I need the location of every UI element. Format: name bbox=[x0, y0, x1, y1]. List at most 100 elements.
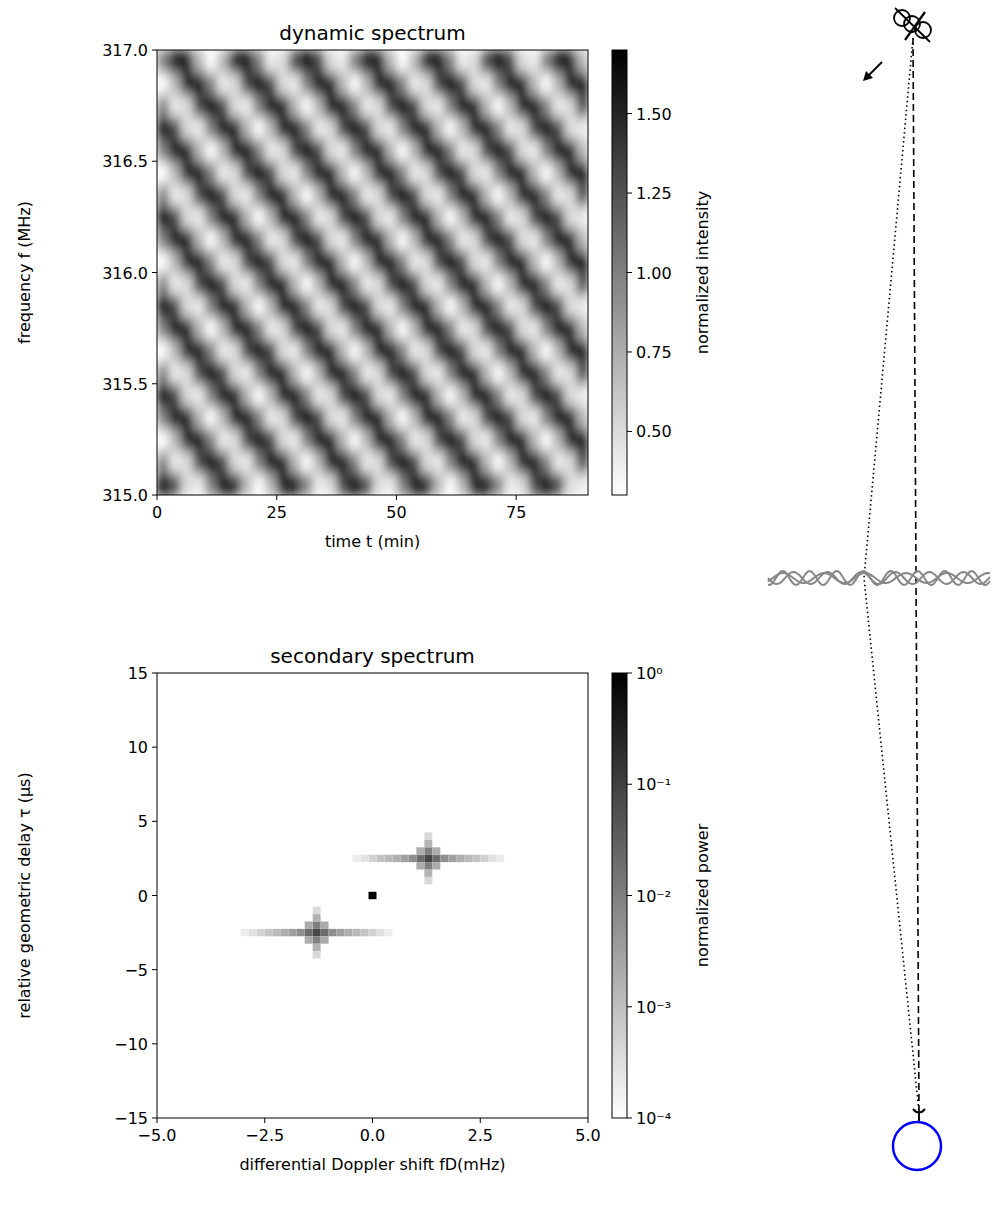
cell bbox=[205, 50, 218, 73]
cell bbox=[528, 228, 541, 251]
cell bbox=[408, 206, 421, 229]
cell bbox=[373, 339, 386, 362]
cell bbox=[337, 929, 345, 936]
cell bbox=[576, 95, 588, 118]
cell bbox=[432, 295, 445, 318]
cell bbox=[552, 473, 565, 495]
cell bbox=[277, 273, 290, 296]
cell bbox=[229, 451, 242, 474]
cell bbox=[321, 936, 329, 943]
cell bbox=[408, 250, 421, 273]
cell bbox=[480, 273, 493, 296]
plot-area bbox=[241, 832, 504, 958]
cell bbox=[241, 362, 254, 385]
cell bbox=[169, 184, 182, 207]
screen bbox=[768, 571, 990, 585]
cell bbox=[313, 250, 326, 273]
cell bbox=[193, 50, 206, 73]
cell bbox=[480, 855, 488, 862]
cell bbox=[169, 406, 182, 429]
cell bbox=[468, 139, 481, 162]
cell bbox=[265, 72, 278, 95]
cell bbox=[361, 250, 374, 273]
cell bbox=[217, 72, 230, 95]
cell bbox=[373, 139, 386, 162]
cell bbox=[516, 406, 529, 429]
cell bbox=[289, 273, 302, 296]
cell bbox=[297, 929, 305, 936]
cell bbox=[480, 50, 493, 73]
cell bbox=[193, 95, 206, 118]
cell bbox=[361, 406, 374, 429]
cell bbox=[456, 184, 469, 207]
cell bbox=[169, 317, 182, 340]
cell bbox=[325, 72, 338, 95]
cell bbox=[277, 428, 290, 451]
cell bbox=[432, 339, 445, 362]
cell bbox=[384, 295, 397, 318]
cell bbox=[564, 406, 577, 429]
cell bbox=[576, 206, 588, 229]
cell bbox=[205, 250, 218, 273]
cell bbox=[516, 117, 529, 140]
cell bbox=[384, 206, 397, 229]
cell bbox=[253, 95, 266, 118]
cell bbox=[552, 228, 565, 251]
cell bbox=[181, 273, 194, 296]
cell bbox=[408, 228, 421, 251]
cell bbox=[181, 362, 194, 385]
cell bbox=[205, 406, 218, 429]
cell bbox=[313, 228, 326, 251]
cell bbox=[552, 184, 565, 207]
cell bbox=[384, 117, 397, 140]
cell bbox=[492, 228, 505, 251]
cell bbox=[540, 339, 553, 362]
cell bbox=[456, 95, 469, 118]
cell bbox=[456, 50, 469, 73]
cell bbox=[552, 384, 565, 407]
cell bbox=[301, 184, 314, 207]
frame bbox=[157, 673, 588, 1118]
cell bbox=[169, 362, 182, 385]
cell bbox=[552, 273, 565, 296]
cell bbox=[528, 184, 541, 207]
colorbar-tick-label: 1.25 bbox=[636, 184, 672, 203]
cell bbox=[289, 317, 302, 340]
cell bbox=[552, 206, 565, 229]
cell bbox=[193, 406, 206, 429]
cell bbox=[169, 206, 182, 229]
cell bbox=[432, 50, 445, 73]
antenna-dish bbox=[913, 1109, 925, 1113]
cell bbox=[277, 117, 290, 140]
cell bbox=[400, 855, 408, 862]
cell bbox=[504, 317, 517, 340]
y-tick-label: 15 bbox=[128, 664, 148, 683]
cell bbox=[193, 428, 206, 451]
cell bbox=[169, 473, 182, 495]
cell bbox=[444, 317, 457, 340]
cell bbox=[241, 317, 254, 340]
cell bbox=[337, 406, 350, 429]
cell bbox=[253, 72, 266, 95]
cell bbox=[337, 295, 350, 318]
cell bbox=[516, 206, 529, 229]
cell bbox=[181, 428, 194, 451]
cell bbox=[420, 72, 433, 95]
cell bbox=[217, 95, 230, 118]
cell bbox=[313, 184, 326, 207]
cell bbox=[361, 72, 374, 95]
cell bbox=[313, 295, 326, 318]
cell bbox=[229, 184, 242, 207]
cell bbox=[181, 161, 194, 184]
cell bbox=[321, 929, 329, 936]
y-tick-label: 5 bbox=[138, 812, 148, 831]
cell bbox=[504, 451, 517, 474]
cell bbox=[576, 72, 588, 95]
cell bbox=[349, 139, 362, 162]
cell bbox=[169, 228, 182, 251]
cell bbox=[480, 451, 493, 474]
cell bbox=[273, 929, 281, 936]
cell bbox=[408, 95, 421, 118]
cell bbox=[361, 929, 369, 936]
cell bbox=[396, 117, 409, 140]
